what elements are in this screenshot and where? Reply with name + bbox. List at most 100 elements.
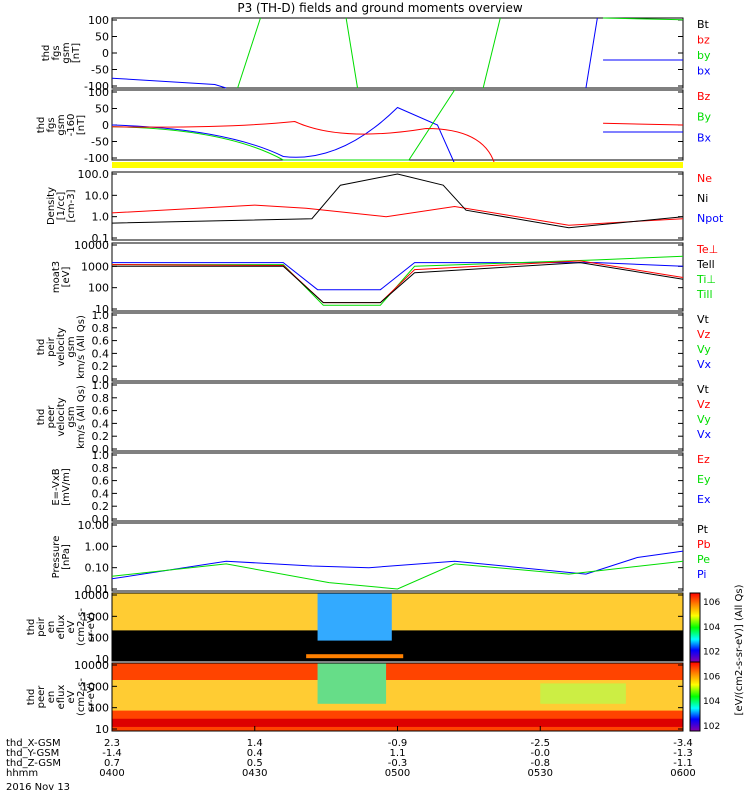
- y-tick-label: 10000: [74, 659, 109, 672]
- y-tick-label: 10: [95, 653, 109, 666]
- legend-label: Vy: [697, 413, 711, 426]
- panel-frame: [111, 17, 684, 89]
- y-tick-label: 0.2: [92, 360, 110, 373]
- legend-label: Ez: [697, 453, 710, 466]
- footer-value: -3.4: [673, 738, 693, 749]
- colorbar-label: [eV/(cm2-s-sr-eV)] (All Qs): [734, 584, 745, 715]
- y-tick-label: 1.0: [92, 309, 110, 322]
- y-tick-label: 0.4: [92, 487, 110, 500]
- y-axis-label-line: gsm: [66, 406, 77, 427]
- y-tick-label: 10000: [74, 589, 109, 602]
- legend-label: Vz: [697, 398, 711, 411]
- y-axis-label: thdpeirvelocitygsmkm/s (All Qs): [36, 315, 87, 379]
- y-axis-label: thdpeervelocitygsmkm/s (All Qs): [36, 385, 87, 449]
- legend-label: Tell: [696, 258, 715, 271]
- footer-value: 0.7: [104, 758, 120, 769]
- spectrogram-cool-band: [317, 663, 387, 704]
- footer-row-label: hhmm: [6, 768, 38, 779]
- y-tick-label: 0.8: [92, 322, 110, 335]
- y-axis-label-line: en: [46, 691, 57, 704]
- y-axis-label-line: [nT]: [71, 43, 82, 63]
- footer-value: 0.5: [247, 758, 263, 769]
- legend-label: Npot: [697, 212, 724, 225]
- y-tick-label: 50: [95, 103, 109, 116]
- footer-value: -0.9: [388, 738, 408, 749]
- y-tick-label: 10: [95, 303, 109, 316]
- panel-1: 100 50 0 -50 -100 thdfgsgsm-160[nT] Bz By Bx: [36, 86, 712, 168]
- y-tick-label: 0.4: [92, 417, 110, 430]
- y-axis-label-line: [eV]: [61, 267, 72, 288]
- y-axis-label-line: peer: [46, 405, 57, 429]
- y-tick-label: 0.0: [92, 513, 110, 526]
- series-ti: [112, 262, 684, 291]
- y-tick-label: 0: [102, 47, 109, 60]
- y-axis-label: thdfgsgsm[nT]: [41, 42, 82, 63]
- series-by: [237, 17, 261, 89]
- y-tick-label: 0.6: [92, 335, 110, 348]
- y-axis-label-line: thd: [36, 339, 47, 356]
- panel-2: 100.0 10.0 1.0 0.1 Density[1/cc][cm-3] Ne Ni Np…: [46, 168, 724, 245]
- y-axis-label: moat3[eV]: [51, 261, 72, 293]
- colorbar-tick: 102: [703, 722, 720, 732]
- legend-label: Pt: [697, 523, 709, 536]
- y-axis-label-line: peer: [36, 685, 47, 709]
- panel-frame: [111, 452, 684, 522]
- y-axis-label-line: gsm: [56, 114, 67, 135]
- colorbar-tick: 102: [703, 648, 720, 658]
- y-tick-label: -100: [84, 152, 109, 165]
- y-axis-label-line: thd: [41, 45, 52, 62]
- legend-label: by: [697, 49, 711, 62]
- spectrogram-mid-band: [540, 683, 626, 704]
- series-ne: [111, 204, 684, 226]
- y-tick-label: 100: [88, 632, 109, 645]
- panel-frame: [111, 522, 684, 592]
- legend-label: Vz: [697, 328, 711, 341]
- footer-value: -1.4: [102, 748, 122, 759]
- y-axis-label-line: en: [46, 621, 57, 634]
- y-axis-label-line: peir: [46, 336, 57, 356]
- y-tick-label: 100.0: [78, 168, 110, 181]
- y-axis-label-line: sr-eV): [86, 612, 97, 641]
- y-axis-label: Density[1/cc][cm-3]: [46, 187, 77, 225]
- y-axis-label-line: eflux: [56, 685, 67, 710]
- y-axis-label-line: Pressure: [51, 536, 62, 579]
- spectrogram-orange-strip: [306, 654, 404, 659]
- legend-label: Ti⊥: [696, 273, 716, 286]
- y-axis-label-line: E=-VxB: [51, 468, 62, 505]
- y-axis-label-line: eV: [66, 690, 77, 703]
- y-axis-label: thdpeerenefluxeV(cm2-s-sr-eV): [26, 678, 97, 716]
- y-axis-label: thdpeirenefluxeV(cm2-s-sr-eV): [26, 608, 97, 646]
- y-tick-label: 10.00: [78, 519, 110, 532]
- y-tick-label: 0.6: [92, 475, 110, 488]
- y-axis-label-line: thd: [36, 117, 47, 134]
- legend-label: bx: [697, 65, 711, 78]
- y-tick-label: 0.01: [85, 583, 110, 596]
- series-bx: [111, 106, 456, 164]
- y-axis-label: thdfgsgsm-160[nT]: [36, 114, 87, 137]
- legend-label: Vx: [697, 428, 712, 441]
- series-tell: [112, 262, 684, 304]
- series-till: [112, 255, 684, 306]
- footer-row-label: thd_X-GSM: [6, 738, 61, 749]
- series-bx: [585, 17, 598, 89]
- y-axis-label-line: thd: [26, 689, 37, 706]
- y-axis-label-line: eflux: [56, 615, 67, 640]
- legend-label: Pb: [697, 538, 711, 551]
- legend-label: Vx: [697, 358, 712, 371]
- footer-value: 0600: [670, 768, 695, 779]
- y-axis-label-line: Density: [46, 187, 57, 225]
- legend-label: Vy: [697, 343, 711, 356]
- y-tick-label: 10000: [74, 239, 109, 252]
- y-tick-label: 1.00: [85, 540, 110, 553]
- footer-value: -0.3: [388, 758, 408, 769]
- legend-label: bz: [697, 34, 710, 47]
- date-label: 2016 Nov 13: [6, 782, 70, 793]
- y-axis-label-line: peir: [36, 616, 47, 636]
- legend-label: Ne: [697, 172, 712, 185]
- legend-label: Ey: [697, 473, 711, 486]
- y-axis-label-line: [nT]: [76, 115, 87, 135]
- y-tick-label: -100: [84, 80, 109, 93]
- legend-label: Vt: [697, 313, 710, 326]
- series-te: [111, 260, 684, 304]
